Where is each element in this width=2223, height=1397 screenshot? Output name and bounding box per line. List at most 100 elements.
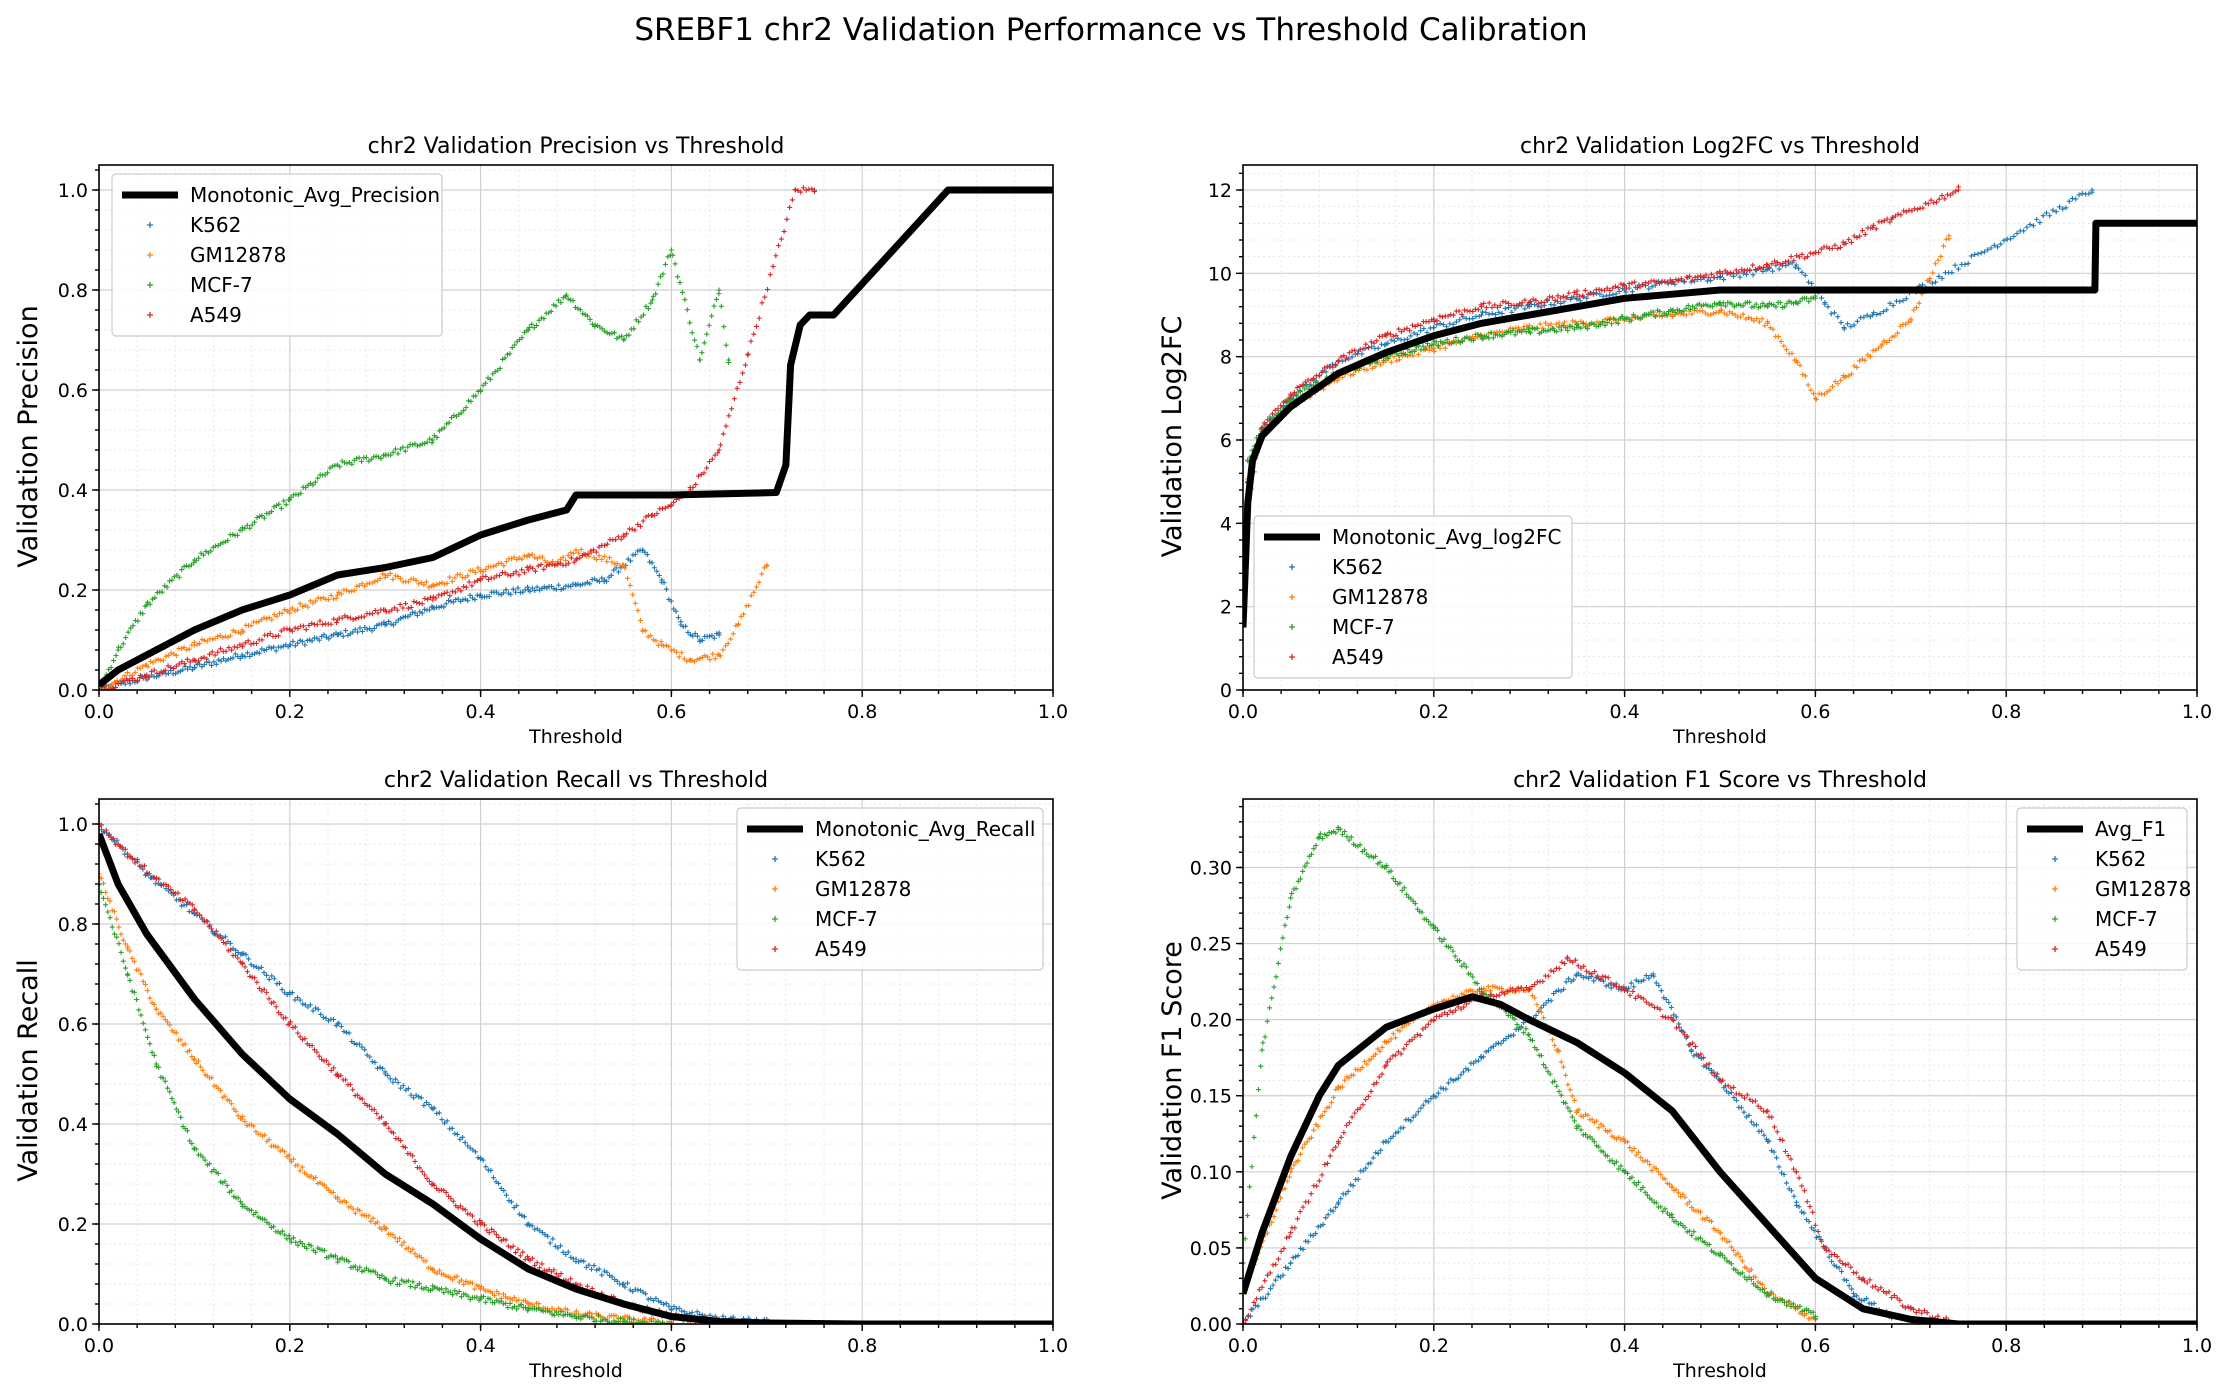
data-point bbox=[310, 600, 316, 606]
data-point bbox=[1700, 308, 1706, 314]
data-point bbox=[1580, 293, 1586, 299]
data-point bbox=[1538, 1009, 1544, 1015]
data-point bbox=[629, 1320, 635, 1324]
data-point bbox=[1649, 1167, 1655, 1173]
data-point bbox=[325, 470, 331, 476]
data-point bbox=[113, 842, 119, 848]
data-point bbox=[1731, 1084, 1737, 1090]
data-point bbox=[1842, 1262, 1848, 1268]
data-point bbox=[1765, 262, 1771, 268]
data-point bbox=[1567, 1087, 1573, 1093]
data-point bbox=[405, 1086, 411, 1092]
data-point bbox=[127, 853, 133, 859]
data-point bbox=[144, 672, 150, 678]
data-point bbox=[177, 897, 183, 903]
data-point bbox=[442, 1120, 448, 1126]
data-point bbox=[394, 607, 400, 613]
data-point bbox=[1728, 1244, 1734, 1250]
data-point bbox=[1526, 300, 1532, 305]
data-point bbox=[147, 995, 153, 1001]
data-point bbox=[1331, 1094, 1337, 1100]
data-point bbox=[1616, 1166, 1622, 1172]
data-point bbox=[311, 1047, 317, 1053]
data-point bbox=[516, 1297, 522, 1303]
data-point bbox=[1672, 309, 1678, 315]
data-point bbox=[267, 630, 273, 636]
data-point bbox=[168, 650, 174, 656]
data-point bbox=[138, 971, 144, 977]
data-point bbox=[731, 396, 737, 402]
data-point bbox=[239, 951, 245, 957]
data-point bbox=[465, 598, 471, 604]
data-point bbox=[449, 1125, 455, 1131]
data-point bbox=[1779, 1170, 1785, 1176]
data-point bbox=[100, 895, 106, 901]
data-point bbox=[1779, 1296, 1785, 1302]
data-point bbox=[158, 1010, 164, 1016]
data-point bbox=[1442, 345, 1448, 351]
data-point bbox=[1409, 1037, 1415, 1043]
data-point bbox=[602, 542, 608, 548]
data-point bbox=[1851, 1293, 1857, 1299]
data-point bbox=[1934, 199, 1940, 205]
data-point bbox=[577, 582, 583, 588]
data-point bbox=[560, 586, 566, 592]
data-point bbox=[349, 461, 355, 467]
data-point bbox=[305, 1004, 311, 1010]
data-point bbox=[589, 1286, 595, 1292]
data-point bbox=[1594, 319, 1600, 325]
data-point bbox=[125, 946, 131, 952]
data-point bbox=[1622, 316, 1628, 322]
data-point bbox=[1537, 321, 1543, 327]
data-point bbox=[1600, 1123, 1606, 1129]
data-point bbox=[650, 637, 656, 643]
data-point bbox=[1700, 274, 1706, 280]
data-point bbox=[1253, 1303, 1259, 1309]
data-point bbox=[1652, 282, 1658, 288]
data-point bbox=[227, 633, 233, 639]
data-point bbox=[271, 1224, 277, 1230]
data-point bbox=[654, 568, 660, 574]
data-point bbox=[1324, 832, 1330, 838]
data-point bbox=[1806, 299, 1812, 305]
data-point bbox=[501, 590, 507, 596]
data-point bbox=[776, 243, 782, 249]
data-point bbox=[1551, 302, 1557, 308]
data-point bbox=[581, 1258, 587, 1264]
data-point bbox=[206, 659, 212, 665]
data-point bbox=[1475, 307, 1481, 313]
data-point bbox=[1658, 1204, 1664, 1210]
data-point bbox=[1726, 1090, 1732, 1096]
data-point bbox=[457, 1136, 463, 1142]
data-point bbox=[470, 568, 476, 574]
data-point bbox=[687, 657, 693, 663]
data-point bbox=[1504, 988, 1510, 994]
legend-label: GM12878 bbox=[815, 877, 911, 901]
data-point bbox=[333, 595, 339, 601]
data-point bbox=[140, 979, 146, 985]
data-point bbox=[447, 574, 453, 580]
data-point bbox=[209, 649, 215, 655]
data-point bbox=[1512, 1016, 1518, 1022]
data-point bbox=[390, 449, 396, 455]
data-point bbox=[1838, 377, 1844, 383]
data-point bbox=[298, 490, 304, 496]
data-point bbox=[1829, 1258, 1835, 1264]
data-point bbox=[475, 1155, 481, 1161]
data-point bbox=[1812, 250, 1818, 255]
data-point bbox=[187, 1047, 193, 1053]
data-point bbox=[1578, 973, 1584, 979]
data-point bbox=[513, 589, 519, 595]
data-point bbox=[609, 559, 615, 565]
data-point bbox=[601, 553, 607, 559]
data-point bbox=[1928, 197, 1934, 203]
data-point bbox=[350, 617, 356, 623]
data-point bbox=[1391, 338, 1397, 344]
data-point bbox=[151, 1052, 157, 1058]
data-point bbox=[1363, 341, 1369, 347]
data-point bbox=[1645, 280, 1651, 286]
data-point bbox=[328, 593, 334, 599]
data-point bbox=[372, 1059, 378, 1065]
data-point bbox=[514, 557, 520, 563]
data-point bbox=[586, 553, 592, 559]
